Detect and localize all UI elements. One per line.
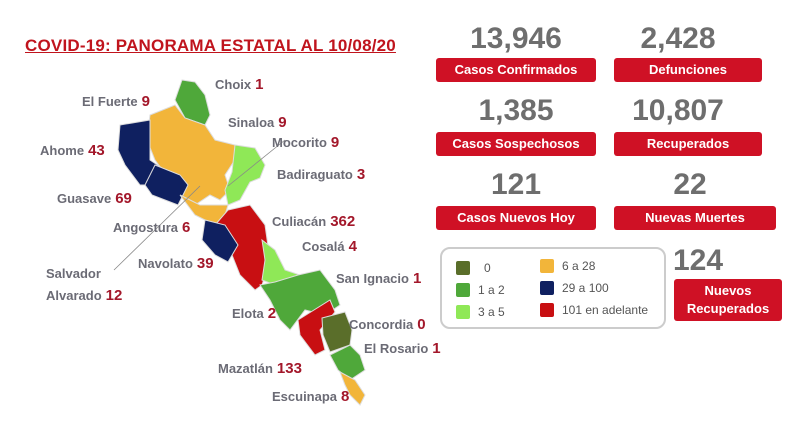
legend: 0 1 a 2 3 a 5 6 a 28 29 a 100 101 en ade… — [440, 247, 666, 329]
page-title: COVID-19: PANORAMA ESTATAL AL 10/08/20 — [25, 36, 396, 55]
sinaloa-map — [113, 79, 366, 406]
stat-new-deaths-value: 22 — [673, 168, 707, 201]
stat-suspected-label: Casos Sospechosos — [436, 132, 596, 156]
label-cosala: Cosalá 4 — [302, 238, 357, 255]
stat-recovered-value: 10,807 — [632, 94, 724, 127]
region-escuinapa — [339, 370, 366, 406]
label-san-ignacio: San Ignacio 1 — [336, 270, 422, 287]
label-angostura: Angostura 6 — [113, 219, 191, 236]
legend-item: 6 a 28 — [540, 259, 595, 273]
label-mocorito: Mocorito 9 — [272, 134, 340, 151]
leader-line-mocorito — [227, 139, 286, 187]
stat-new-cases-value: 121 — [490, 168, 542, 201]
label-el-rosario: El Rosario 1 — [364, 340, 441, 357]
new-recovered-label-line2: Recuperados — [686, 301, 770, 316]
legend-swatch — [540, 303, 554, 317]
label-escuinapa: Escuinapa 8 — [272, 388, 350, 405]
region-choix — [174, 79, 211, 126]
region-navolato — [201, 219, 239, 263]
leader-line-salvador — [113, 185, 201, 271]
region-badiraguato — [224, 144, 266, 206]
region-mazatlan — [297, 299, 336, 356]
label-elota: Elota 2 — [232, 305, 277, 322]
label-badiraguato: Badiraguato 3 — [277, 166, 366, 183]
label-navolato: Navolato 39 — [138, 255, 214, 272]
legend-item: 29 a 100 — [540, 281, 609, 295]
legend-item: 3 a 5 — [456, 305, 505, 319]
stat-deaths-value: 2,428 — [640, 22, 716, 55]
legend-item: 101 en adelante — [540, 303, 648, 317]
region-el-rosario — [329, 344, 366, 381]
new-recovered-label: Nuevos Recuperados — [674, 279, 782, 321]
label-salvador-line2: Alvarado 12 — [46, 287, 123, 304]
new-recovered-value: 124 — [672, 244, 724, 277]
region-guasave — [144, 164, 189, 206]
label-guasave: Guasave 69 — [57, 190, 132, 207]
stat-confirmed-label: Casos Confirmados — [436, 58, 596, 82]
legend-item: 1 a 2 — [456, 283, 505, 297]
label-salvador-line1: Salvador — [46, 266, 101, 281]
label-el-fuerte: El Fuerte 9 — [82, 93, 150, 110]
stat-confirmed-value: 13,946 — [470, 22, 562, 55]
legend-swatch — [456, 305, 470, 319]
legend-swatch — [540, 259, 554, 273]
legend-item: 0 — [456, 261, 491, 275]
stat-deaths-label: Defunciones — [614, 58, 762, 82]
legend-swatch — [540, 281, 554, 295]
stat-recovered-label: Recuperados — [614, 132, 762, 156]
stat-new-deaths-label: Nuevas Muertes — [614, 206, 776, 230]
legend-swatch — [456, 261, 470, 275]
legend-swatch — [456, 283, 470, 297]
label-ahome: Ahome 43 — [40, 142, 105, 159]
stat-suspected-value: 1,385 — [478, 94, 554, 127]
label-salvador-alvarado: Salvador Alvarado 12 — [46, 266, 122, 304]
label-mazatlan: Mazatlán 133 — [218, 360, 302, 377]
new-recovered-label-line1: Nuevos — [704, 283, 752, 298]
stat-new-cases-label: Casos Nuevos Hoy — [436, 206, 596, 230]
label-choix: Choix 1 — [215, 76, 264, 93]
label-sinaloa: Sinaloa 9 — [228, 114, 287, 131]
label-culiacan: Culiacán 362 — [272, 213, 356, 230]
label-concordia: Concordia 0 — [349, 316, 426, 333]
